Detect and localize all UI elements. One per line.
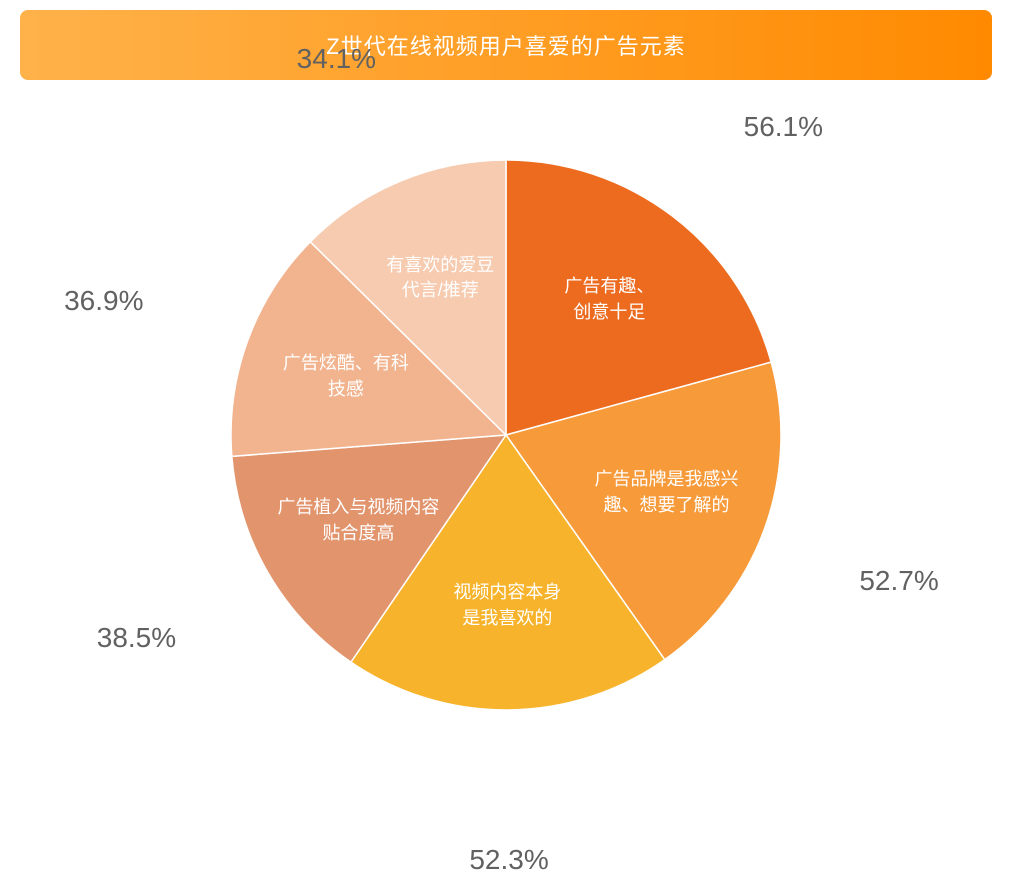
title-banner: Z世代在线视频用户喜爱的广告元素 (20, 10, 992, 80)
pie-chart: 广告有趣、 创意十足56.1%广告品牌是我感兴 趣、想要了解的52.7%视频内容… (0, 90, 1012, 762)
pie-svg (0, 90, 1012, 762)
value-label: 52.3% (469, 844, 548, 876)
chart-title: Z世代在线视频用户喜爱的广告元素 (326, 29, 685, 61)
